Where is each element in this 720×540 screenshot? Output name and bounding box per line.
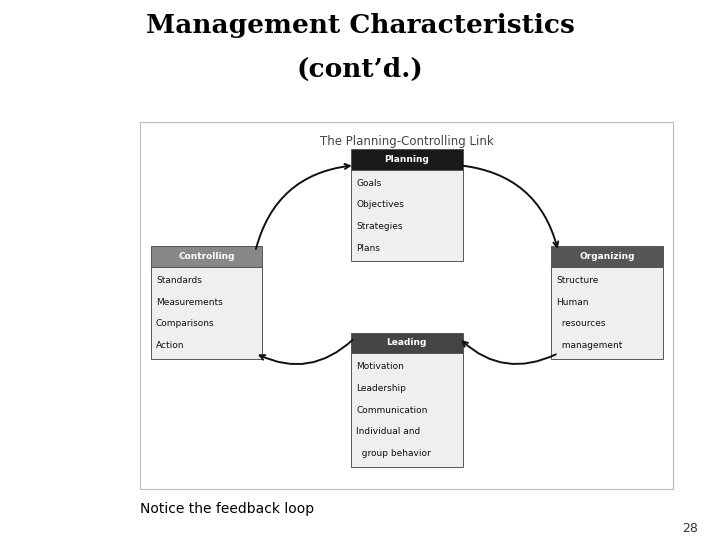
Text: Leadership: Leadership (356, 384, 406, 393)
Text: The Planning-Controlling Link: The Planning-Controlling Link (320, 135, 494, 148)
Text: Notice the feedback loop: Notice the feedback loop (140, 502, 315, 516)
FancyBboxPatch shape (552, 267, 663, 359)
Text: Management Characteristics: Management Characteristics (145, 14, 575, 38)
Text: management: management (557, 341, 623, 350)
Text: Individual and: Individual and (356, 427, 420, 436)
FancyArrowPatch shape (463, 341, 556, 364)
Text: Controlling: Controlling (179, 252, 235, 261)
Text: Measurements: Measurements (156, 298, 222, 307)
Text: group behavior: group behavior (356, 449, 431, 458)
FancyArrowPatch shape (256, 164, 350, 249)
FancyArrowPatch shape (462, 166, 558, 247)
FancyBboxPatch shape (351, 170, 463, 261)
FancyBboxPatch shape (552, 246, 663, 267)
Text: Objectives: Objectives (356, 200, 404, 210)
Text: Planning: Planning (384, 155, 429, 164)
FancyBboxPatch shape (351, 353, 463, 467)
FancyBboxPatch shape (140, 122, 673, 489)
FancyBboxPatch shape (151, 267, 263, 359)
FancyArrowPatch shape (260, 340, 353, 364)
Text: Motivation: Motivation (356, 362, 404, 372)
FancyBboxPatch shape (151, 246, 263, 267)
Text: (cont’d.): (cont’d.) (297, 57, 423, 82)
Text: Goals: Goals (356, 179, 382, 188)
Text: Communication: Communication (356, 406, 428, 415)
Text: resources: resources (557, 319, 606, 328)
FancyBboxPatch shape (351, 333, 463, 353)
Text: Plans: Plans (356, 244, 380, 253)
Text: Structure: Structure (557, 276, 598, 285)
Text: Strategies: Strategies (356, 222, 402, 231)
Text: Leading: Leading (387, 339, 427, 347)
Text: Action: Action (156, 341, 184, 350)
Text: Comparisons: Comparisons (156, 319, 215, 328)
Text: Organizing: Organizing (579, 252, 635, 261)
Text: 28: 28 (683, 522, 698, 535)
Text: Human: Human (557, 298, 589, 307)
Text: Standards: Standards (156, 276, 202, 285)
FancyBboxPatch shape (351, 149, 463, 170)
